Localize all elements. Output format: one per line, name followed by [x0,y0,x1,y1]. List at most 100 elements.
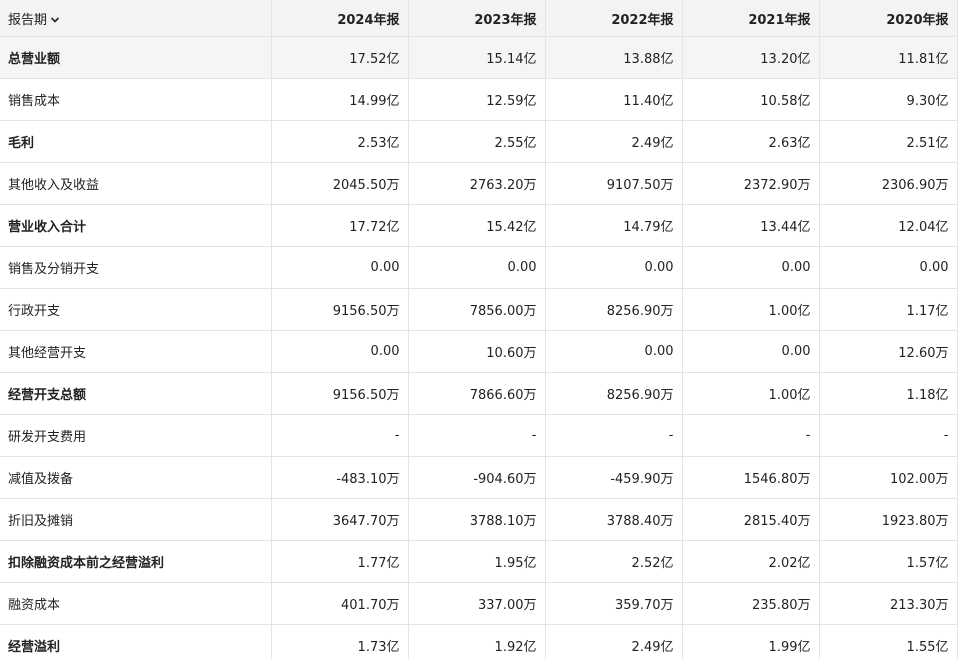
row-label: 融资成本 [0,582,272,625]
cell-value: 0.00 [408,246,546,289]
header-text: 报告期 [8,12,48,28]
cell-value: 3647.70万 [271,498,409,541]
cell-value: 1.17亿 [819,288,958,331]
cell-value: 0.00 [545,330,683,373]
cell-value: 1.92亿 [408,624,546,659]
table-row: 总营业额 17.52亿 15.14亿 13.88亿 13.20亿 11.81亿 [0,36,958,79]
cell-value: 2.63亿 [682,120,820,163]
cell-value: 15.42亿 [408,204,546,247]
row-label: 扣除融资成本前之经营溢利 [0,540,272,583]
header-row: 报告期 2024年报 2023年报 2022年报 2021年报 2020年报 [0,0,958,37]
table-row: 行政开支 9156.50万 7856.00万 8256.90万 1.00亿 1.17亿 [0,288,958,331]
cell-value: 2.02亿 [682,540,820,583]
row-label: 经营溢利 [0,624,272,659]
period-header: 2022年报 [545,0,683,37]
table-row: 减值及拨备 -483.10万 -904.60万 -459.90万 1546.80万 102… [0,456,958,499]
cell-value: 2763.20万 [408,162,546,205]
cell-value: 1.57亿 [819,540,958,583]
cell-value: -904.60万 [408,456,546,499]
header-text: 2024年报 [337,12,400,28]
cell-value: 13.20亿 [682,36,820,79]
cell-value: 1.55亿 [819,624,958,659]
cell-value: 1.18亿 [819,372,958,415]
row-label: 营业收入合计 [0,204,272,247]
cell-value: 1546.80万 [682,456,820,499]
cell-value: 3788.40万 [545,498,683,541]
table-row: 研发开支费用 - - - - - [0,414,958,457]
cell-value: -459.90万 [545,456,683,499]
cell-value: 9156.50万 [271,372,409,415]
row-label: 折旧及摊销 [0,498,272,541]
table-row: 融资成本 401.70万 337.00万 359.70万 235.80万 213.30万 [0,582,958,625]
table-row: 经营开支总额 9156.50万 7866.60万 8256.90万 1.00亿 1.18亿 [0,372,958,415]
table-row: 营业收入合计 17.72亿 15.42亿 14.79亿 13.44亿 12.04亿 [0,204,958,247]
table-row: 其他经营开支 0.00 10.60万 0.00 0.00 12.60万 [0,330,958,373]
cell-value: 1.77亿 [271,540,409,583]
row-label: 销售及分销开支 [0,246,272,289]
chevron-icon[interactable] [50,15,60,25]
cell-value: 337.00万 [408,582,546,625]
row-label: 其他经营开支 [0,330,272,373]
cell-value: 2.49亿 [545,624,683,659]
cell-value: 2045.50万 [271,162,409,205]
cell-value: 1.00亿 [682,288,820,331]
cell-value: 9.30亿 [819,78,958,121]
cell-value: 1.99亿 [682,624,820,659]
cell-value: 15.14亿 [408,36,546,79]
cell-value: 2306.90万 [819,162,958,205]
table-row: 扣除融资成本前之经营溢利 1.77亿 1.95亿 2.52亿 2.02亿 1.57亿 [0,540,958,583]
cell-value: 401.70万 [271,582,409,625]
cell-value: 1.00亿 [682,372,820,415]
cell-value: 0.00 [682,330,820,373]
cell-value: 11.81亿 [819,36,958,79]
cell-value: 0.00 [682,246,820,289]
cell-value: 13.44亿 [682,204,820,247]
cell-value: 1.95亿 [408,540,546,583]
period-selector[interactable]: 报告期 [0,0,272,37]
row-label: 销售成本 [0,78,272,121]
cell-value: 7866.60万 [408,372,546,415]
cell-value: 2.51亿 [819,120,958,163]
cell-value: 2815.40万 [682,498,820,541]
period-header: 2021年报 [682,0,820,37]
cell-value: 2.53亿 [271,120,409,163]
cell-value: 8256.90万 [545,288,683,331]
cell-value: 12.59亿 [408,78,546,121]
cell-value: - [408,414,546,457]
cell-value: - [819,414,958,457]
cell-value: 11.40亿 [545,78,683,121]
table-row: 其他收入及收益 2045.50万 2763.20万 9107.50万 2372.90万 2… [0,162,958,205]
table-row: 销售成本 14.99亿 12.59亿 11.40亿 10.58亿 9.30亿 [0,78,958,121]
cell-value: 12.04亿 [819,204,958,247]
cell-value: 12.60万 [819,330,958,373]
cell-value: 0.00 [819,246,958,289]
cell-value: 2.49亿 [545,120,683,163]
cell-value: 2.52亿 [545,540,683,583]
row-label: 其他收入及收益 [0,162,272,205]
cell-value: 8256.90万 [545,372,683,415]
row-label: 减值及拨备 [0,456,272,499]
cell-value: 17.72亿 [271,204,409,247]
cell-value: 102.00万 [819,456,958,499]
row-label: 行政开支 [0,288,272,331]
cell-value: 9107.50万 [545,162,683,205]
cell-value: 0.00 [271,246,409,289]
cell-value: 10.58亿 [682,78,820,121]
table-row: 毛利 2.53亿 2.55亿 2.49亿 2.63亿 2.51亿 [0,120,958,163]
table-row: 销售及分销开支 0.00 0.00 0.00 0.00 0.00 [0,246,958,289]
row-label: 毛利 [0,120,272,163]
cell-value: 14.79亿 [545,204,683,247]
cell-value: -483.10万 [271,456,409,499]
cell-value: 235.80万 [682,582,820,625]
table-row: 折旧及摊销 3647.70万 3788.10万 3788.40万 2815.40万 192… [0,498,958,541]
cell-value: 2.55亿 [408,120,546,163]
cell-value: 7856.00万 [408,288,546,331]
cell-value: 2372.90万 [682,162,820,205]
cell-value: 0.00 [271,330,409,373]
header-text: 2020年报 [886,12,949,28]
cell-value: 13.88亿 [545,36,683,79]
cell-value: 0.00 [545,246,683,289]
cell-value: 10.60万 [408,330,546,373]
